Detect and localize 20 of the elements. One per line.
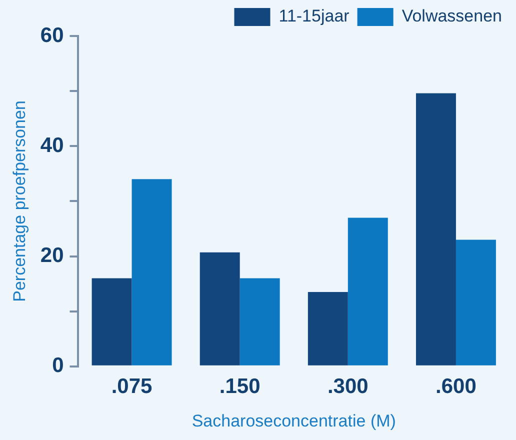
y-tick-label: 0 — [52, 354, 64, 378]
y-tick-label: 60 — [40, 24, 64, 47]
y-tick-label: 40 — [40, 134, 64, 157]
x-tick-label: .600 — [436, 374, 476, 398]
y-tick-label: 20 — [40, 244, 64, 268]
bar — [456, 240, 496, 366]
y-axis-title: Percentage proefpersonen — [10, 100, 29, 302]
x-tick-label: .300 — [327, 374, 368, 398]
legend-label: 11-15jaar — [278, 6, 350, 26]
x-tick-label: .150 — [219, 374, 260, 398]
bar — [132, 179, 172, 366]
bar — [240, 278, 280, 366]
bar — [92, 278, 132, 366]
legend-label: Volwassenen — [402, 6, 502, 26]
bar — [308, 292, 348, 366]
bar — [348, 218, 388, 366]
bar — [200, 252, 240, 366]
x-tick-label: .075 — [111, 374, 153, 398]
bar — [416, 93, 456, 366]
x-axis-title: Sacharoseconcentratie (M) — [192, 411, 396, 430]
